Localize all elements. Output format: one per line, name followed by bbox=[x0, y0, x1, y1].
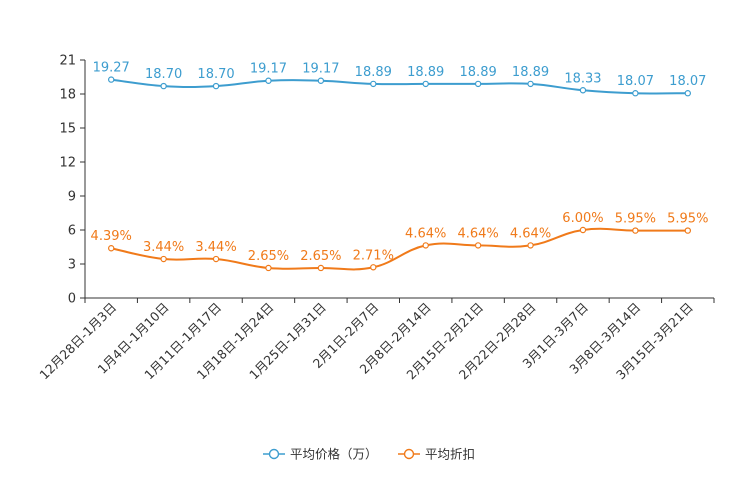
data-label: 18.70 bbox=[145, 67, 182, 82]
data-label: 3.44% bbox=[143, 240, 184, 255]
series-line-avg-discount bbox=[111, 227, 688, 271]
legend-marker bbox=[268, 448, 280, 460]
data-label: 18.89 bbox=[355, 65, 392, 80]
legend-label: 平均折扣 bbox=[425, 447, 475, 462]
data-label: 2.71% bbox=[353, 248, 394, 263]
data-label: 4.39% bbox=[91, 229, 132, 244]
data-label: 19.27 bbox=[93, 61, 130, 76]
y-tick-label: 12 bbox=[59, 156, 76, 171]
data-label: 18.70 bbox=[197, 67, 234, 82]
legend-item-avg-discount[interactable]: 平均折扣 bbox=[398, 447, 475, 462]
data-label: 2.65% bbox=[248, 249, 289, 264]
legend-label: 平均价格（万） bbox=[290, 447, 378, 462]
data-point[interactable] bbox=[160, 82, 167, 90]
data-label: 4.64% bbox=[457, 226, 498, 241]
data-point[interactable] bbox=[265, 264, 272, 272]
data-point[interactable] bbox=[265, 77, 272, 84]
data-label: 6.00% bbox=[562, 211, 603, 226]
data-label: 3.44% bbox=[195, 240, 236, 255]
y-tick-label: 0 bbox=[68, 292, 76, 307]
data-point[interactable] bbox=[527, 80, 534, 88]
data-point[interactable] bbox=[684, 90, 691, 97]
data-label: 5.95% bbox=[667, 212, 708, 227]
y-tick-label: 15 bbox=[59, 122, 76, 137]
data-label: 18.89 bbox=[407, 65, 444, 80]
y-tick-label: 6 bbox=[68, 224, 76, 239]
series-group: 19.27 18.70 18.70 19.17 19.17 18.89 18.89 18.89… bbox=[91, 61, 708, 272]
legend-marker bbox=[403, 448, 415, 460]
data-point[interactable] bbox=[317, 77, 325, 84]
data-point[interactable] bbox=[108, 76, 115, 83]
data-point[interactable] bbox=[474, 80, 482, 88]
data-point[interactable] bbox=[579, 226, 587, 234]
data-label: 18.07 bbox=[617, 74, 654, 89]
data-point[interactable] bbox=[579, 87, 587, 94]
y-tick-label: 3 bbox=[68, 258, 76, 273]
y-tick-label: 18 bbox=[59, 88, 76, 103]
data-point[interactable] bbox=[422, 80, 429, 88]
data-label: 18.33 bbox=[564, 71, 601, 86]
axes: 03691215182112月28日-1月3日1月4日-1月10日1月11日-1… bbox=[36, 54, 715, 382]
data-point[interactable] bbox=[212, 82, 220, 90]
data-point[interactable] bbox=[527, 242, 534, 249]
data-label: 5.95% bbox=[615, 212, 656, 227]
data-point[interactable] bbox=[160, 255, 167, 263]
data-label: 2.65% bbox=[300, 249, 341, 264]
legend[interactable]: 平均价格（万） 平均折扣 bbox=[263, 447, 475, 462]
data-label: 18.89 bbox=[512, 65, 549, 80]
data-point[interactable] bbox=[370, 80, 377, 88]
y-tick-label: 9 bbox=[68, 190, 76, 205]
data-point[interactable] bbox=[632, 227, 639, 234]
data-label: 19.17 bbox=[302, 62, 339, 77]
data-point[interactable] bbox=[108, 245, 115, 252]
data-label: 4.64% bbox=[405, 226, 446, 241]
series-line-avg-price bbox=[111, 78, 688, 95]
data-point[interactable] bbox=[317, 264, 325, 272]
data-point[interactable] bbox=[684, 227, 691, 234]
data-label: 18.89 bbox=[460, 65, 497, 80]
y-tick-label: 21 bbox=[59, 54, 76, 69]
data-point[interactable] bbox=[474, 242, 482, 249]
data-point[interactable] bbox=[212, 255, 220, 263]
data-point[interactable] bbox=[632, 90, 639, 97]
data-point[interactable] bbox=[422, 242, 429, 249]
legend-item-avg-price[interactable]: 平均价格（万） bbox=[263, 447, 378, 462]
data-label: 19.17 bbox=[250, 62, 287, 77]
data-point[interactable] bbox=[370, 264, 377, 271]
data-label: 18.07 bbox=[669, 74, 706, 89]
data-label: 4.64% bbox=[510, 226, 551, 241]
